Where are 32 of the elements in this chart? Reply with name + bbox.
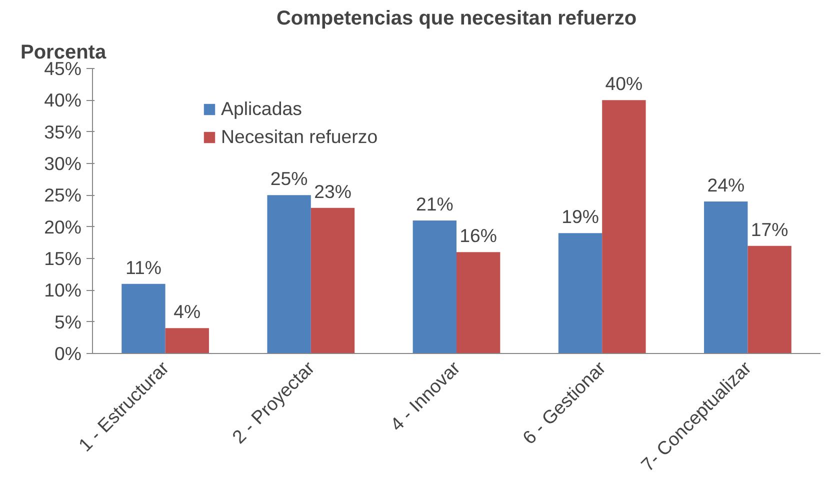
legend-label: Necesitan refuerzo [221, 126, 378, 148]
bar [704, 202, 748, 354]
y-tick-label: 10% [44, 280, 82, 301]
y-tick-label: 20% [44, 216, 82, 238]
data-label: 16% [460, 225, 498, 246]
chart-title: Competencias que necesitan refuerzo [276, 8, 637, 30]
data-label: 23% [314, 180, 352, 202]
y-tick-label: 5% [54, 311, 82, 332]
bar [558, 233, 602, 354]
bar [310, 208, 355, 354]
data-label: 4% [174, 301, 201, 322]
bar [456, 252, 500, 354]
y-tick-label: 30% [44, 153, 82, 174]
data-label: 11% [125, 256, 162, 278]
y-tick-label: 25% [44, 184, 82, 206]
data-label: 19% [562, 206, 599, 228]
data-label: 24% [707, 174, 745, 196]
bar [748, 246, 792, 354]
bar [122, 284, 166, 354]
data-label: 21% [416, 194, 454, 214]
bar [602, 100, 646, 354]
bar [412, 220, 456, 354]
data-label: 17% [750, 218, 788, 240]
y-tick-label: 40% [44, 90, 82, 111]
y-tick-label: 0% [54, 343, 82, 364]
bar [165, 328, 209, 354]
data-label: 25% [270, 168, 308, 190]
data-label: 40% [605, 73, 643, 94]
y-tick-label: 15% [44, 248, 82, 269]
legend-label: Aplicadas [221, 98, 302, 120]
y-tick-label: 35% [44, 121, 82, 142]
bar [267, 195, 311, 354]
